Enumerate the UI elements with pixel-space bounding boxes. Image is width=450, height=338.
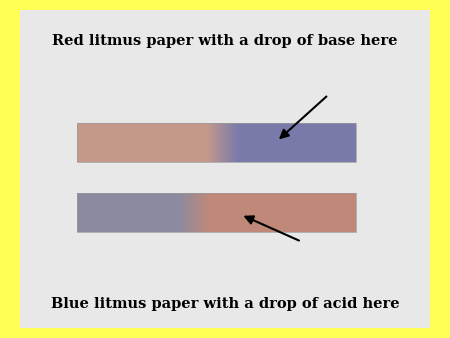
- Bar: [76, 193, 194, 232]
- Bar: [206, 123, 207, 162]
- Bar: [235, 123, 236, 162]
- Bar: [221, 123, 222, 162]
- Bar: [223, 123, 225, 162]
- Bar: [187, 193, 189, 232]
- Bar: [179, 193, 180, 232]
- Bar: [200, 193, 201, 232]
- Bar: [222, 123, 224, 162]
- Bar: [230, 123, 231, 162]
- Bar: [231, 123, 232, 162]
- Bar: [197, 193, 198, 232]
- Bar: [208, 193, 209, 232]
- Bar: [189, 193, 190, 232]
- Bar: [221, 123, 356, 162]
- Bar: [206, 193, 207, 232]
- Bar: [232, 123, 233, 162]
- Bar: [209, 123, 210, 162]
- Bar: [191, 193, 193, 232]
- Bar: [228, 123, 229, 162]
- Bar: [218, 123, 220, 162]
- Text: Blue litmus paper with a drop of acid here: Blue litmus paper with a drop of acid he…: [51, 297, 399, 311]
- Bar: [207, 123, 208, 162]
- Bar: [190, 193, 191, 232]
- Bar: [225, 123, 227, 162]
- Bar: [199, 193, 200, 232]
- Bar: [184, 193, 185, 232]
- Bar: [233, 123, 234, 162]
- Bar: [237, 123, 238, 162]
- Bar: [218, 123, 219, 162]
- Bar: [182, 193, 183, 232]
- Bar: [207, 193, 208, 232]
- Bar: [207, 123, 209, 162]
- Bar: [187, 193, 188, 232]
- Bar: [220, 123, 221, 162]
- Text: Red litmus paper with a drop of base here: Red litmus paper with a drop of base her…: [52, 33, 398, 48]
- Bar: [183, 193, 184, 232]
- Bar: [181, 193, 182, 232]
- Bar: [205, 193, 206, 232]
- Bar: [234, 123, 235, 162]
- Bar: [229, 123, 230, 162]
- Bar: [180, 193, 181, 232]
- Bar: [201, 193, 202, 232]
- Bar: [195, 193, 197, 232]
- Bar: [227, 123, 228, 162]
- Bar: [224, 123, 225, 162]
- Bar: [236, 123, 237, 162]
- Bar: [217, 123, 218, 162]
- Bar: [194, 193, 196, 232]
- Bar: [202, 193, 203, 232]
- Bar: [226, 123, 228, 162]
- Bar: [211, 123, 212, 162]
- Bar: [202, 193, 203, 232]
- Bar: [206, 193, 207, 232]
- Bar: [204, 193, 205, 232]
- Bar: [219, 123, 220, 162]
- Bar: [194, 193, 356, 232]
- Bar: [210, 123, 211, 162]
- Bar: [188, 193, 189, 232]
- Bar: [213, 123, 214, 162]
- Bar: [221, 123, 223, 162]
- Bar: [209, 193, 210, 232]
- Bar: [180, 193, 181, 232]
- Bar: [194, 193, 195, 232]
- Bar: [212, 123, 213, 162]
- Bar: [216, 123, 217, 162]
- Bar: [186, 193, 187, 232]
- Bar: [214, 123, 215, 162]
- Bar: [193, 193, 194, 232]
- Bar: [198, 193, 199, 232]
- Bar: [198, 193, 200, 232]
- Bar: [230, 123, 231, 162]
- Bar: [208, 123, 209, 162]
- Bar: [215, 123, 216, 162]
- Bar: [76, 123, 221, 162]
- Bar: [190, 193, 192, 232]
- Bar: [185, 193, 186, 232]
- Bar: [76, 123, 356, 162]
- Bar: [215, 123, 216, 162]
- Bar: [203, 193, 204, 232]
- Bar: [196, 193, 197, 232]
- Bar: [178, 193, 179, 232]
- Bar: [76, 193, 356, 232]
- Bar: [225, 123, 226, 162]
- Bar: [192, 193, 194, 232]
